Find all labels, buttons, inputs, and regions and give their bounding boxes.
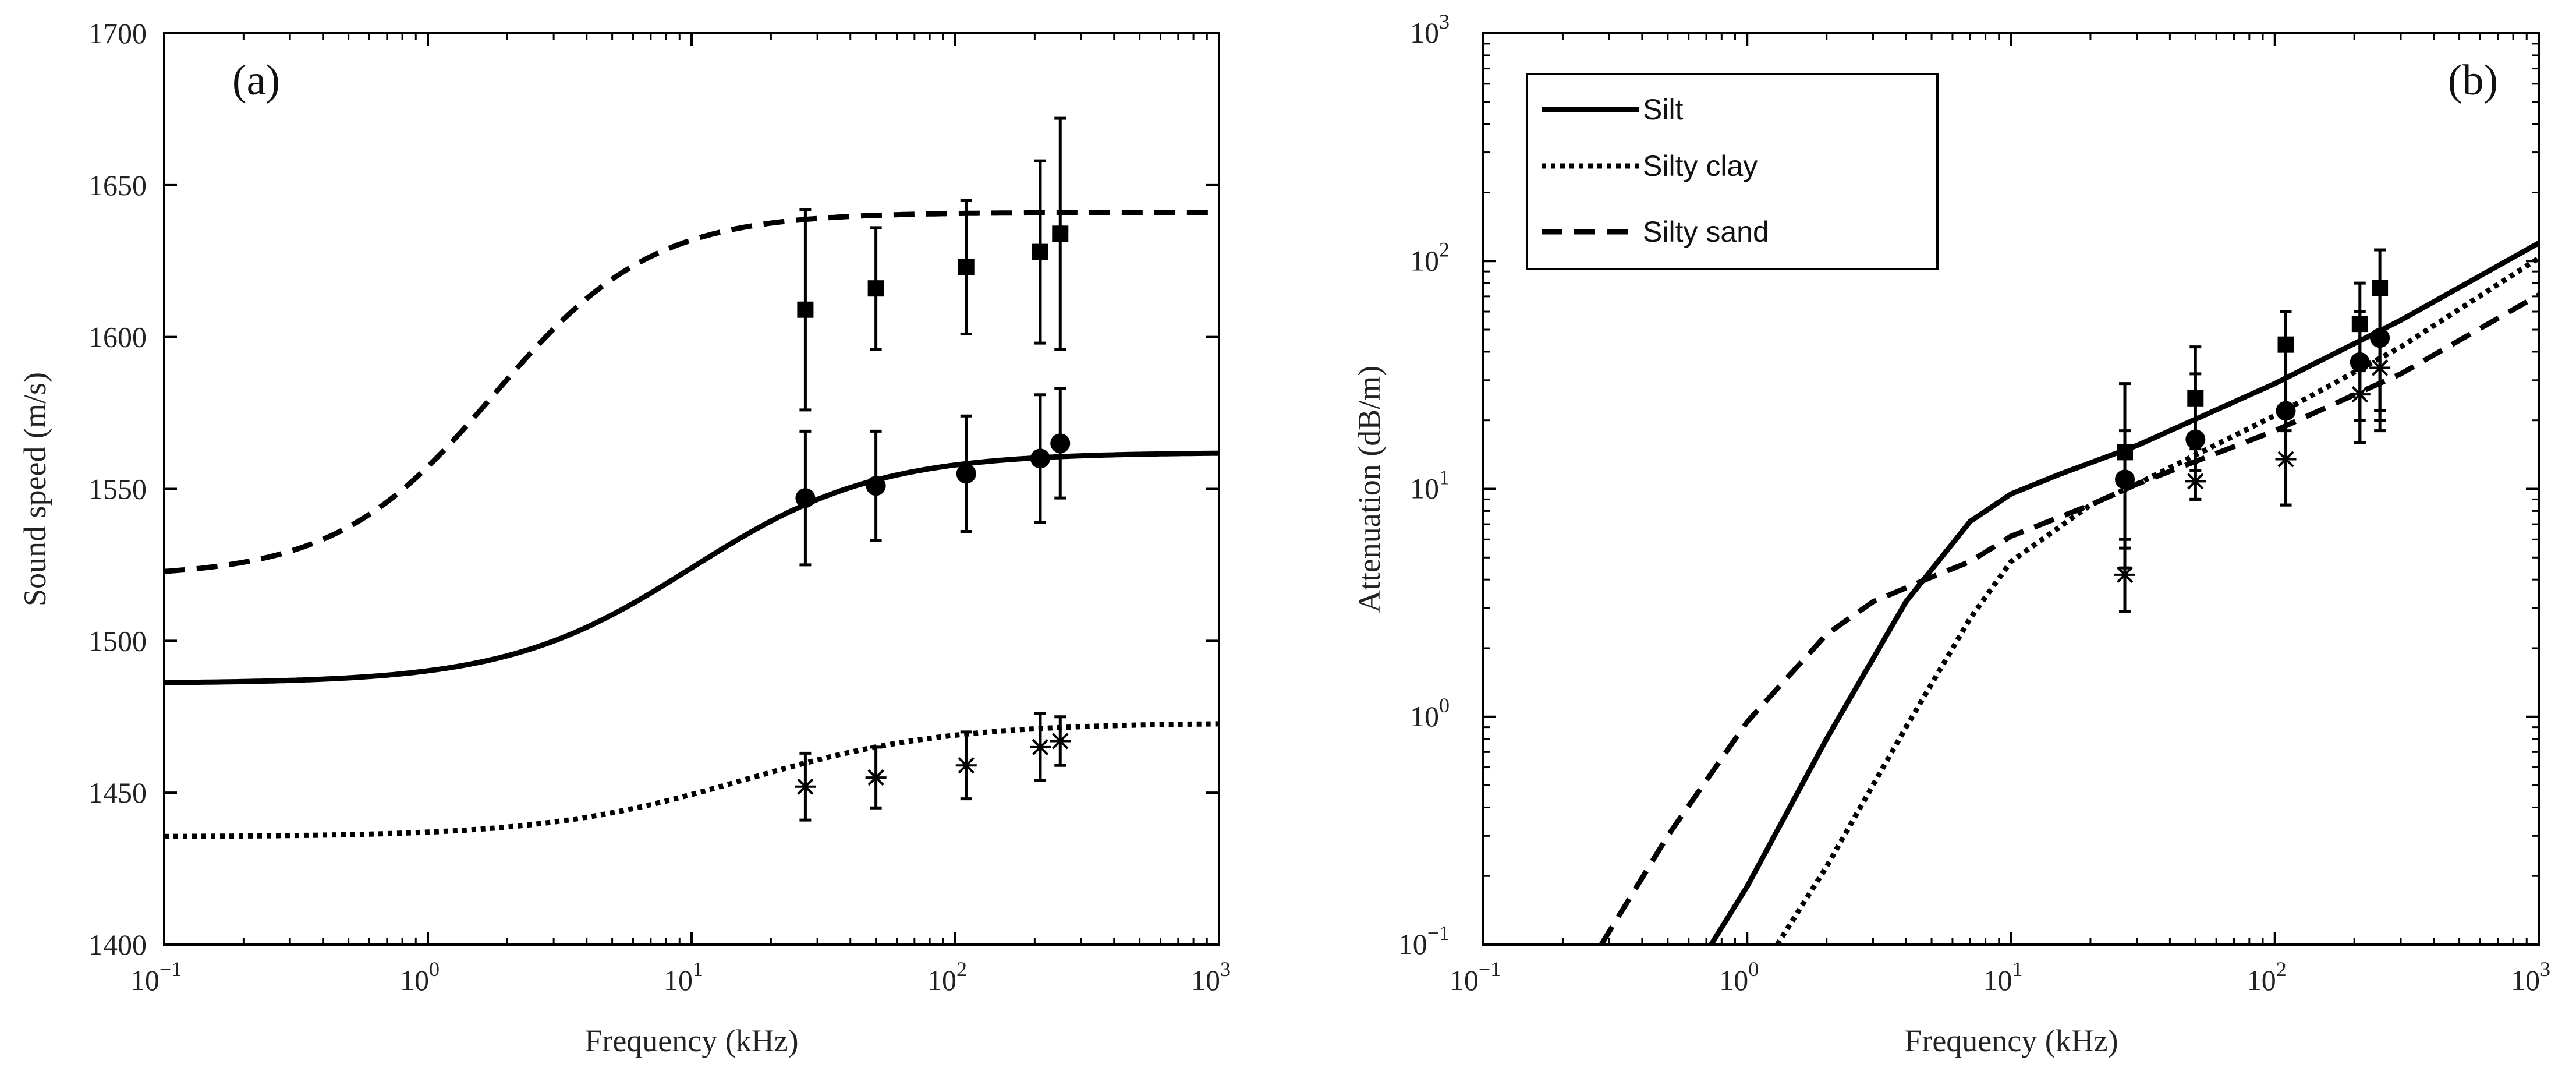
panel-b-label: (b) xyxy=(2448,56,2498,104)
a-y-tick-label: 1700 xyxy=(88,17,147,50)
a-point-silty-sand-2 xyxy=(958,259,975,275)
b-errorbar-silty-clay-4 xyxy=(2374,338,2386,422)
b-x-tick-label: 10−1 xyxy=(1450,957,1501,996)
a-point-silt-2 xyxy=(956,464,976,484)
a-y-tick-label: 1400 xyxy=(88,928,147,961)
b-point-silt-2 xyxy=(2276,401,2296,421)
a-x-tick-label: 103 xyxy=(1191,957,1231,996)
a-point-silt-4 xyxy=(1050,433,1071,454)
a-x-tick-label: 10−1 xyxy=(130,957,182,996)
b-y-tick-label: 100 xyxy=(1410,694,1450,733)
b-point-silt-1 xyxy=(2185,429,2206,450)
b-point-silty-clay-3 xyxy=(2349,384,2371,405)
b-point-silty-clay-0 xyxy=(2114,564,2136,585)
a-point-silty-clay-2 xyxy=(955,755,977,776)
a-x-tick-label: 102 xyxy=(927,957,967,996)
b-y-tick-label: 10−1 xyxy=(1398,921,1450,960)
panel-b-attenuation: 10−1 100 101 102 103 10−1 100 101 102 103 (b) Fre… xyxy=(1352,10,2550,1058)
a-x-tick-label: 100 xyxy=(400,957,440,996)
b-y-tick-label: 102 xyxy=(1410,238,1450,277)
legend-silty-sand-label: Silty sand xyxy=(1643,215,1769,248)
a-point-silty-sand-0 xyxy=(797,301,814,318)
b-x-tick-label: 101 xyxy=(1983,957,2023,996)
panel-a-x-axis-label: Frequency (kHz) xyxy=(584,1023,798,1058)
panel-a-frame xyxy=(163,32,1220,946)
b-point-silty-clay-1 xyxy=(2185,471,2206,492)
a-point-silt-0 xyxy=(795,488,816,508)
a-y-tick-label: 1450 xyxy=(88,776,147,809)
b-point-silt-0 xyxy=(2115,469,2135,490)
panel-b-frame xyxy=(1482,32,2540,946)
a-y-tick-label: 1650 xyxy=(88,169,147,202)
legend: Silt Silty clay Silty sand xyxy=(1526,73,1939,270)
panel-a-y-axis-label: Sound speed (m/s) xyxy=(17,372,52,606)
b-curve-silty-clay xyxy=(1775,256,2539,945)
a-point-silty-clay-3 xyxy=(1029,736,1051,758)
a-point-silty-clay-0 xyxy=(795,776,816,797)
b-y-tick-label: 101 xyxy=(1410,466,1450,505)
b-curve-silt xyxy=(1709,241,2539,945)
a-point-silt-3 xyxy=(1030,448,1050,469)
a-y-tick-label: 1500 xyxy=(88,624,147,657)
a-point-silty-sand-4 xyxy=(1052,225,1069,242)
legend-box xyxy=(1526,73,1939,270)
a-point-silt-1 xyxy=(866,476,886,496)
a-curve-silty-sand xyxy=(164,210,1219,574)
panel-b-y-axis-label: Attenuation (dB/m) xyxy=(1352,366,1387,613)
b-x-tick-label: 103 xyxy=(2511,957,2550,996)
b-point-silty-clay-2 xyxy=(2275,448,2297,470)
b-y-tick-label: 103 xyxy=(1410,10,1450,49)
a-y-tick-label: 1600 xyxy=(88,321,147,354)
panel-a-sound-speed: 10−1 100 101 102 103 1400 1450 1500 1550 1600 1650… xyxy=(17,17,1231,1058)
a-point-silty-clay-1 xyxy=(865,767,887,789)
a-point-silty-sand-1 xyxy=(867,280,884,297)
b-curve-silty-sand xyxy=(1599,292,2539,945)
legend-silty-clay-label: Silty clay xyxy=(1643,150,1758,182)
panel-a-label: (a) xyxy=(232,56,280,104)
panel-b-x-axis-label: Frequency (kHz) xyxy=(1904,1023,2118,1058)
a-point-silty-sand-3 xyxy=(1032,243,1048,260)
a-point-silty-clay-4 xyxy=(1050,730,1071,752)
b-x-tick-label: 100 xyxy=(1719,957,1759,996)
b-point-silt-4 xyxy=(2370,328,2390,348)
a-x-tick-label: 101 xyxy=(664,957,703,996)
a-y-tick-label: 1550 xyxy=(88,473,147,506)
b-errorbar-silty-clay-3 xyxy=(2354,369,2366,444)
b-point-silty-clay-4 xyxy=(2369,357,2391,379)
legend-silt-label: Silt xyxy=(1643,93,1684,126)
b-point-silt-3 xyxy=(2350,352,2370,372)
b-x-tick-label: 102 xyxy=(2247,957,2287,996)
